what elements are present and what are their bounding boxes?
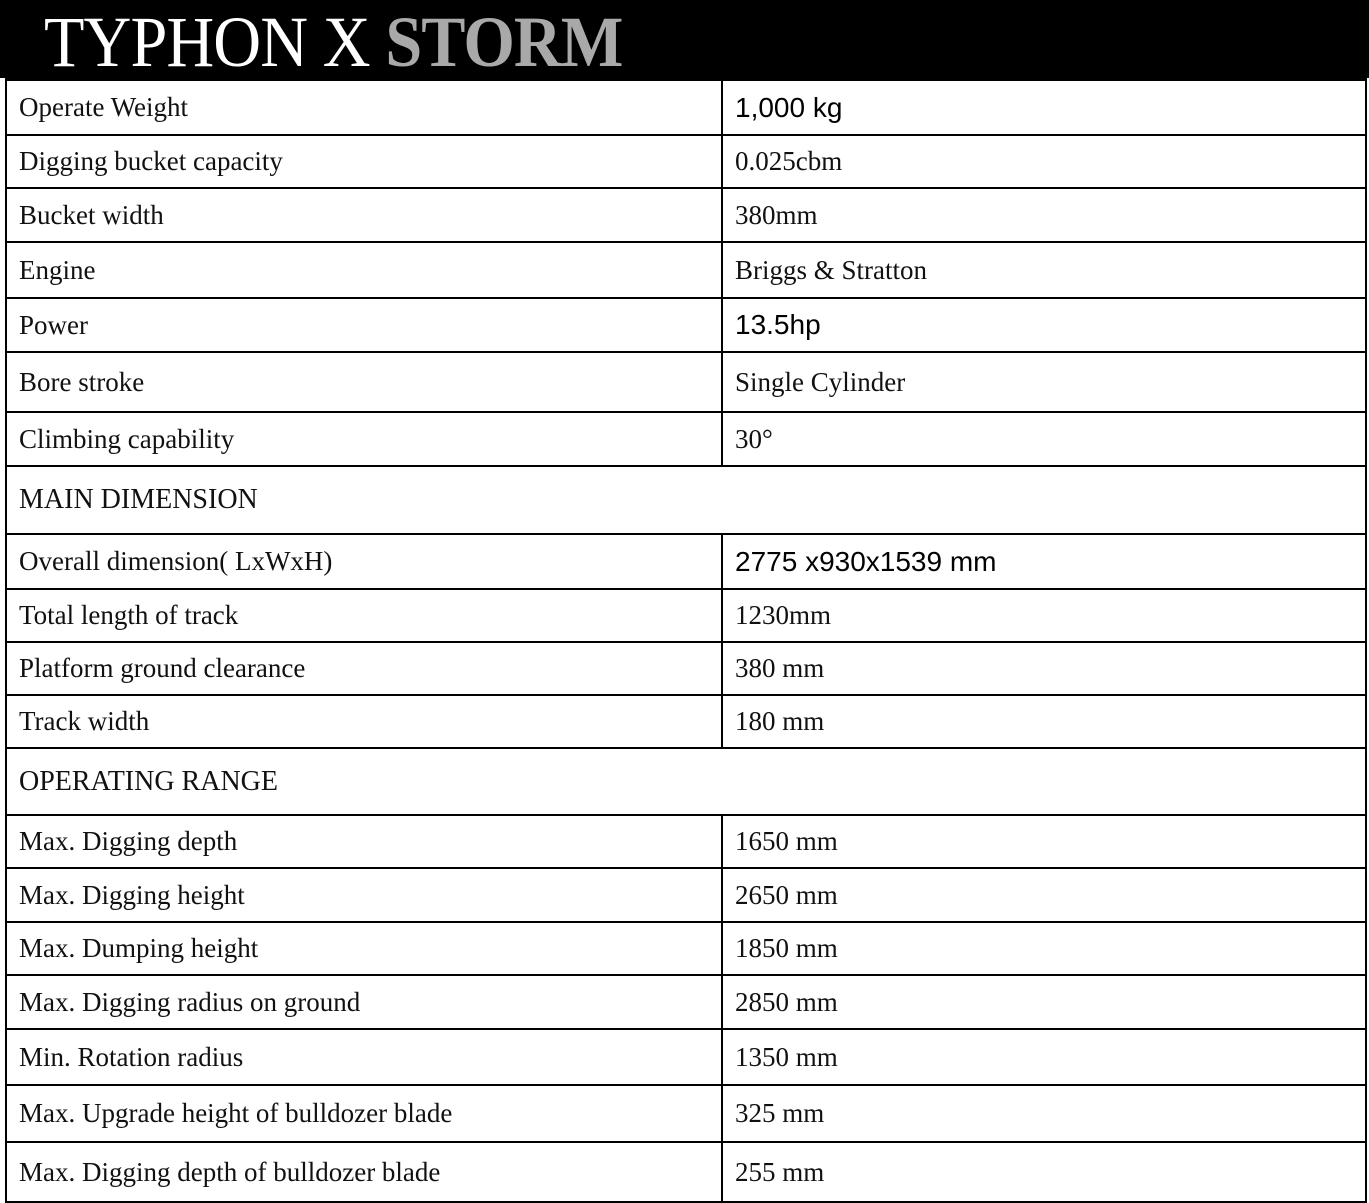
column-divider bbox=[721, 81, 723, 134]
table-row: Bucket width 380mm bbox=[7, 189, 1365, 243]
spec-label: Climbing capability bbox=[19, 423, 235, 454]
spec-value: 0.025cbm bbox=[735, 146, 843, 176]
table-row: Max. Digging depth 1650 mm bbox=[7, 816, 1365, 869]
column-divider bbox=[721, 869, 723, 921]
spec-value: 325 mm bbox=[735, 1098, 825, 1128]
spec-value: 2775 x930x1539 mm bbox=[735, 545, 997, 577]
spec-value: 180 mm bbox=[735, 706, 825, 736]
table-row: Min. Rotation radius 1350 mm bbox=[7, 1030, 1365, 1086]
column-divider bbox=[721, 136, 723, 187]
column-divider bbox=[721, 643, 723, 694]
spec-value: 1230mm bbox=[735, 600, 832, 630]
column-divider bbox=[721, 299, 723, 351]
column-divider bbox=[721, 816, 723, 867]
spec-value: 1650 mm bbox=[735, 826, 838, 856]
spec-value: 255 mm bbox=[735, 1156, 825, 1187]
spec-value: Briggs & Stratton bbox=[735, 254, 928, 285]
table-row: Climbing capability 30° bbox=[7, 413, 1365, 467]
table-row: Max. Upgrade height of bulldozer blade 32… bbox=[7, 1086, 1365, 1143]
column-divider bbox=[721, 413, 723, 465]
spec-label: Power bbox=[19, 309, 88, 340]
page-title: TYPHON X STORM bbox=[44, 2, 623, 82]
spec-table: Operate Weight 1,000 kg Digging bucket cap… bbox=[5, 78, 1367, 1203]
spec-value: 1,000 kg bbox=[735, 91, 843, 123]
spec-value: 380 mm bbox=[735, 653, 825, 683]
spec-value: 13.5hp bbox=[735, 309, 821, 340]
spec-label: Platform ground clearance bbox=[19, 653, 306, 683]
table-row: Bore stroke Single Cylinder bbox=[7, 353, 1365, 413]
table-row: Total length of track 1230mm bbox=[7, 590, 1365, 643]
column-divider bbox=[721, 923, 723, 974]
table-row: Digging bucket capacity 0.025cbm bbox=[7, 136, 1365, 189]
column-divider bbox=[721, 535, 723, 588]
spec-label: Max. Digging depth bbox=[19, 826, 238, 856]
title-banner: TYPHON X STORM bbox=[0, 0, 1369, 82]
section-title: OPERATING RANGE bbox=[19, 765, 278, 797]
section-title: MAIN DIMENSION bbox=[19, 484, 258, 515]
column-divider bbox=[721, 189, 723, 241]
column-divider bbox=[721, 353, 723, 411]
spec-label: Max. Dumping height bbox=[19, 933, 259, 963]
column-divider bbox=[721, 1143, 723, 1201]
section-header: MAIN DIMENSION bbox=[7, 467, 1365, 535]
spec-label: Overall dimension( LxWxH) bbox=[19, 546, 333, 576]
spec-label: Max. Digging height bbox=[19, 879, 245, 910]
spec-value: 2850 mm bbox=[735, 986, 838, 1017]
table-row: Operate Weight 1,000 kg bbox=[7, 81, 1365, 136]
spec-value: 2650 mm bbox=[735, 879, 838, 910]
table-row: Max. Digging height 2650 mm bbox=[7, 869, 1365, 923]
spec-label: Max. Digging depth of bulldozer blade bbox=[19, 1156, 441, 1187]
table-row: Max. Digging depth of bulldozer blade 255… bbox=[7, 1143, 1365, 1203]
table-row: Engine Briggs & Stratton bbox=[7, 243, 1365, 299]
spec-label: Total length of track bbox=[19, 600, 239, 630]
spec-value: 380mm bbox=[735, 199, 818, 230]
column-divider bbox=[721, 1086, 723, 1141]
table-row: Max. Digging radius on ground 2850 mm bbox=[7, 976, 1365, 1030]
column-divider bbox=[721, 696, 723, 747]
spec-value: 1350 mm bbox=[735, 1041, 838, 1072]
spec-label: Bucket width bbox=[19, 199, 164, 230]
table-row: Max. Dumping height 1850 mm bbox=[7, 923, 1365, 976]
spec-label: Engine bbox=[19, 254, 96, 285]
table-row: Power 13.5hp bbox=[7, 299, 1365, 353]
table-row: Overall dimension( LxWxH) 2775 x930x1539 … bbox=[7, 535, 1365, 590]
spec-label: Max. Upgrade height of bulldozer blade bbox=[19, 1098, 453, 1128]
spec-label: Digging bucket capacity bbox=[19, 146, 283, 176]
spec-value: Single Cylinder bbox=[735, 366, 906, 397]
table-row: Platform ground clearance 380 mm bbox=[7, 643, 1365, 696]
section-header: OPERATING RANGE bbox=[7, 749, 1365, 816]
table-row: Track width 180 mm bbox=[7, 696, 1365, 749]
column-divider bbox=[721, 243, 723, 297]
column-divider bbox=[721, 590, 723, 641]
spec-label: Operate Weight bbox=[19, 92, 189, 122]
spec-label: Track width bbox=[19, 706, 150, 736]
column-divider bbox=[721, 1030, 723, 1084]
spec-value: 30° bbox=[735, 423, 773, 454]
spec-label: Max. Digging radius on ground bbox=[19, 986, 361, 1017]
spec-value: 1850 mm bbox=[735, 933, 838, 963]
spec-label: Min. Rotation radius bbox=[19, 1041, 244, 1072]
column-divider bbox=[721, 976, 723, 1028]
spec-label: Bore stroke bbox=[19, 366, 145, 397]
